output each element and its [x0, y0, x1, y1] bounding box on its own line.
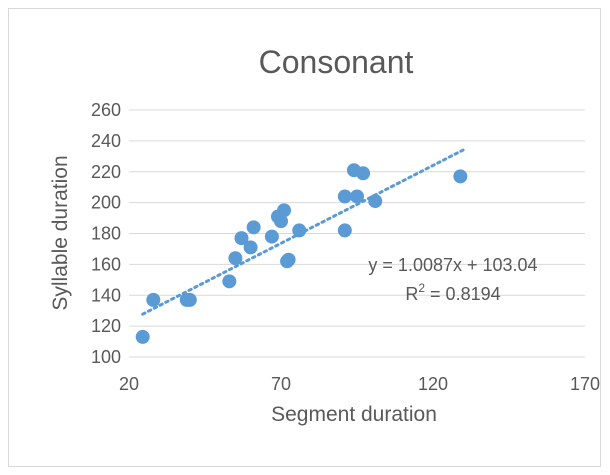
y-tick-label: 260 — [91, 100, 121, 120]
r-squared-value: = 0.8194 — [425, 284, 501, 304]
data-point — [146, 292, 161, 307]
x-tick-label: 170 — [570, 374, 600, 394]
data-point — [243, 240, 258, 255]
r-squared-label: R2 = 0.8194 — [405, 281, 500, 304]
y-tick-label: 200 — [91, 193, 121, 213]
r-squared-symbol: R — [405, 284, 418, 304]
x-tick-labels: 20 70 120 170 — [119, 374, 600, 394]
y-tick-label: 220 — [91, 162, 121, 182]
data-point — [228, 251, 243, 266]
r-squared-superscript: 2 — [418, 281, 425, 295]
y-tick-labels: 100 120 140 160 180 200 220 240 260 — [91, 100, 121, 367]
data-point — [350, 189, 364, 204]
data-point — [234, 231, 249, 246]
x-axis-title: Segment duration — [271, 403, 437, 426]
x-tick-label: 120 — [418, 374, 448, 394]
x-tick-label: 70 — [271, 374, 291, 394]
chart-title: Consonant — [259, 44, 414, 80]
y-tick-label: 240 — [91, 131, 121, 151]
data-point — [453, 169, 468, 184]
y-tick-label: 100 — [91, 347, 121, 367]
data-point — [277, 203, 292, 218]
data-point — [356, 166, 371, 181]
y-tick-label: 180 — [91, 224, 121, 244]
y-axis-title: Syllable duration — [49, 155, 72, 310]
data-point — [222, 274, 237, 289]
trendline-equation: y = 1.0087x + 103.04 — [368, 255, 537, 275]
data-point — [135, 329, 150, 344]
trendline — [141, 148, 465, 316]
gridlines — [129, 109, 585, 358]
y-tick-label: 140 — [91, 285, 121, 305]
y-tick-label: 160 — [91, 254, 121, 274]
y-tick-label: 120 — [91, 316, 121, 336]
data-point — [182, 292, 197, 307]
data-point — [368, 194, 383, 209]
data-point — [274, 214, 288, 229]
data-points — [135, 163, 468, 344]
x-tick-label: 20 — [119, 374, 139, 394]
data-point — [264, 229, 279, 244]
data-point — [281, 252, 296, 267]
data-point — [337, 189, 352, 204]
data-point — [337, 223, 352, 238]
data-point — [292, 223, 307, 238]
chart-area — [8, 8, 601, 467]
data-point — [246, 220, 261, 235]
